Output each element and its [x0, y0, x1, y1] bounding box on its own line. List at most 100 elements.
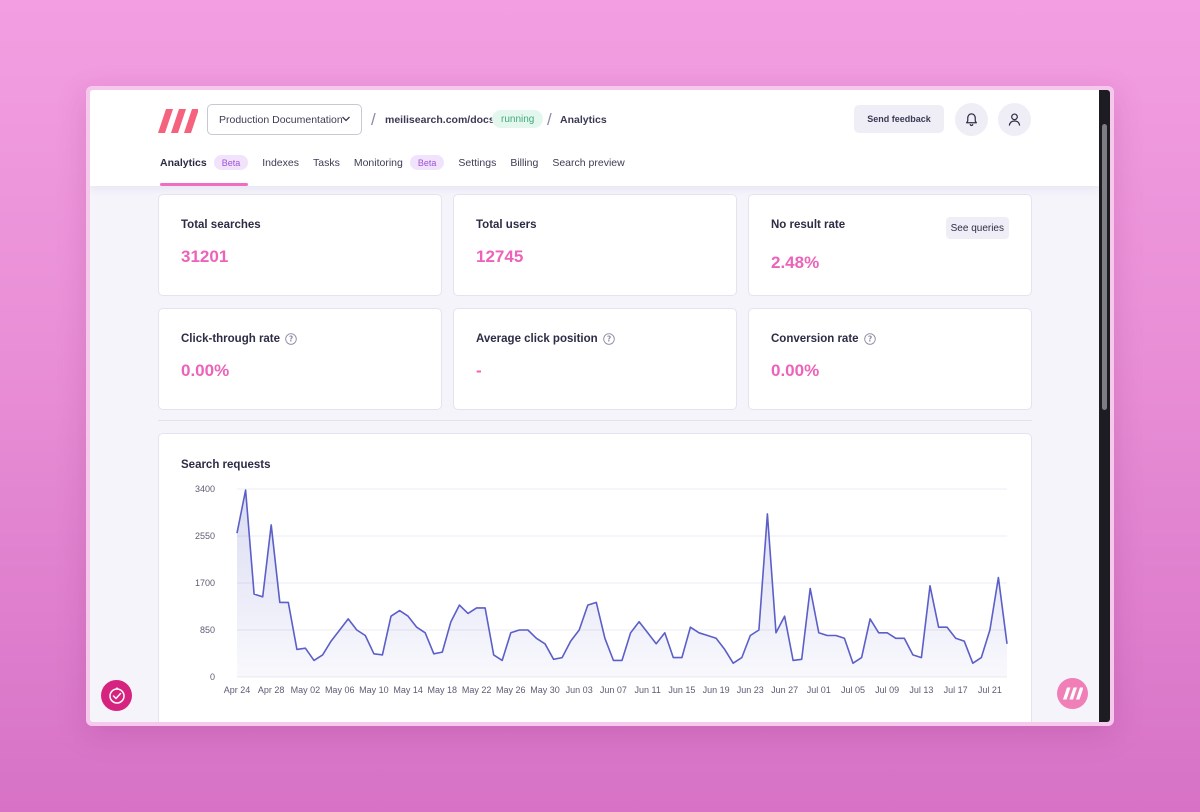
data-point[interactable] — [294, 646, 300, 652]
notifications-button[interactable] — [955, 103, 988, 136]
index-selector-dropdown[interactable]: Production Documentation — [207, 104, 362, 135]
data-point[interactable] — [397, 608, 403, 614]
data-point[interactable] — [687, 624, 693, 630]
data-point[interactable] — [542, 641, 548, 647]
data-point[interactable] — [251, 591, 257, 597]
data-point[interactable] — [448, 619, 454, 625]
data-point[interactable] — [859, 655, 865, 661]
tab-indexes[interactable]: Indexes — [262, 157, 299, 186]
send-feedback-button[interactable]: Send feedback — [854, 105, 944, 133]
data-point[interactable] — [371, 651, 377, 657]
scrollbar-thumb[interactable] — [1102, 124, 1107, 410]
data-point[interactable] — [867, 616, 873, 622]
data-point[interactable] — [260, 594, 266, 600]
data-point[interactable] — [379, 652, 385, 658]
tab-tasks[interactable]: Tasks — [313, 157, 340, 186]
question-mark-icon[interactable]: ? — [285, 333, 297, 345]
data-point[interactable] — [277, 599, 283, 605]
data-point[interactable] — [311, 657, 317, 663]
data-point[interactable] — [884, 630, 890, 636]
question-mark-icon[interactable]: ? — [863, 333, 876, 345]
data-point[interactable] — [927, 583, 933, 589]
data-point[interactable] — [585, 602, 591, 608]
data-point[interactable] — [978, 655, 984, 661]
data-point[interactable] — [850, 660, 856, 666]
meilisearch-widget-button[interactable] — [1057, 678, 1088, 709]
data-point[interactable] — [568, 638, 574, 644]
data-point[interactable] — [610, 657, 616, 663]
data-point[interactable] — [593, 599, 599, 605]
tab-billing[interactable]: Billing — [510, 157, 538, 186]
data-point[interactable] — [388, 613, 394, 619]
tab-search-preview[interactable]: Search preview — [552, 157, 624, 186]
data-point[interactable] — [619, 657, 625, 663]
data-point[interactable] — [799, 656, 805, 662]
data-point[interactable] — [431, 651, 437, 657]
help-widget-button[interactable] — [101, 680, 132, 711]
data-point[interactable] — [670, 655, 676, 661]
data-point[interactable] — [337, 627, 343, 633]
data-point[interactable] — [747, 633, 753, 639]
data-point[interactable] — [551, 656, 557, 662]
data-point[interactable] — [516, 627, 522, 633]
data-point[interactable] — [362, 633, 368, 639]
data-point[interactable] — [576, 627, 582, 633]
data-point[interactable] — [705, 633, 711, 639]
data-point[interactable] — [559, 655, 565, 661]
data-point[interactable] — [910, 652, 916, 658]
see-queries-button[interactable]: See queries — [945, 217, 1009, 239]
data-point[interactable] — [893, 635, 899, 641]
data-point[interactable] — [474, 605, 480, 611]
breadcrumb-url[interactable]: meilisearch.com/docs — [385, 114, 495, 126]
data-point[interactable] — [525, 627, 531, 633]
data-point[interactable] — [508, 630, 514, 636]
data-point[interactable] — [739, 655, 745, 661]
data-point[interactable] — [628, 630, 634, 636]
data-point[interactable] — [636, 619, 642, 625]
data-point[interactable] — [730, 660, 736, 666]
data-point[interactable] — [970, 660, 976, 666]
data-point[interactable] — [234, 530, 240, 536]
data-point[interactable] — [465, 610, 471, 616]
data-point[interactable] — [756, 627, 762, 633]
scrollbar[interactable] — [1099, 90, 1110, 722]
data-point[interactable] — [696, 630, 702, 636]
data-point[interactable] — [773, 630, 779, 636]
data-point[interactable] — [268, 522, 274, 528]
data-point[interactable] — [456, 602, 462, 608]
account-button[interactable] — [998, 103, 1031, 136]
data-point[interactable] — [243, 487, 249, 493]
data-point[interactable] — [679, 655, 685, 661]
data-point[interactable] — [807, 586, 813, 592]
data-point[interactable] — [961, 638, 967, 644]
data-point[interactable] — [499, 657, 505, 663]
data-point[interactable] — [1004, 641, 1010, 647]
data-point[interactable] — [936, 624, 942, 630]
data-point[interactable] — [354, 627, 360, 633]
question-mark-icon[interactable]: ? — [602, 333, 615, 345]
data-point[interactable] — [422, 630, 428, 636]
meilisearch-logo-icon[interactable] — [158, 109, 198, 133]
tab-monitoring[interactable]: Monitoring Beta — [354, 155, 445, 186]
data-point[interactable] — [328, 638, 334, 644]
data-point[interactable] — [901, 635, 907, 641]
data-point[interactable] — [782, 613, 788, 619]
data-point[interactable] — [833, 633, 839, 639]
data-point[interactable] — [816, 630, 822, 636]
data-point[interactable] — [439, 649, 445, 655]
data-point[interactable] — [824, 633, 830, 639]
data-point[interactable] — [345, 616, 351, 622]
data-point[interactable] — [662, 630, 668, 636]
data-point[interactable] — [987, 627, 993, 633]
data-point[interactable] — [653, 641, 659, 647]
data-point[interactable] — [944, 624, 950, 630]
data-point[interactable] — [285, 599, 291, 605]
data-point[interactable] — [713, 635, 719, 641]
data-point[interactable] — [414, 624, 420, 630]
data-point[interactable] — [876, 630, 882, 636]
data-point[interactable] — [602, 635, 608, 641]
data-point[interactable] — [764, 511, 770, 517]
data-point[interactable] — [995, 575, 1001, 581]
data-point[interactable] — [841, 635, 847, 641]
data-point[interactable] — [533, 635, 539, 641]
